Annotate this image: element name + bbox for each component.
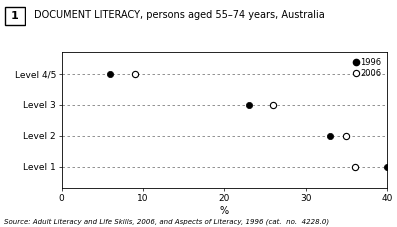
X-axis label: %: % — [220, 206, 229, 216]
Text: Source: Adult Literacy and Life Skills, 2006, and Aspects of Literacy, 1996 (cat: Source: Adult Literacy and Life Skills, … — [4, 218, 329, 225]
FancyBboxPatch shape — [5, 7, 25, 25]
Legend: 1996, 2006: 1996, 2006 — [352, 56, 383, 79]
Text: DOCUMENT LITERACY, persons aged 55–74 years, Australia: DOCUMENT LITERACY, persons aged 55–74 ye… — [34, 10, 324, 20]
Text: 1: 1 — [11, 11, 19, 21]
